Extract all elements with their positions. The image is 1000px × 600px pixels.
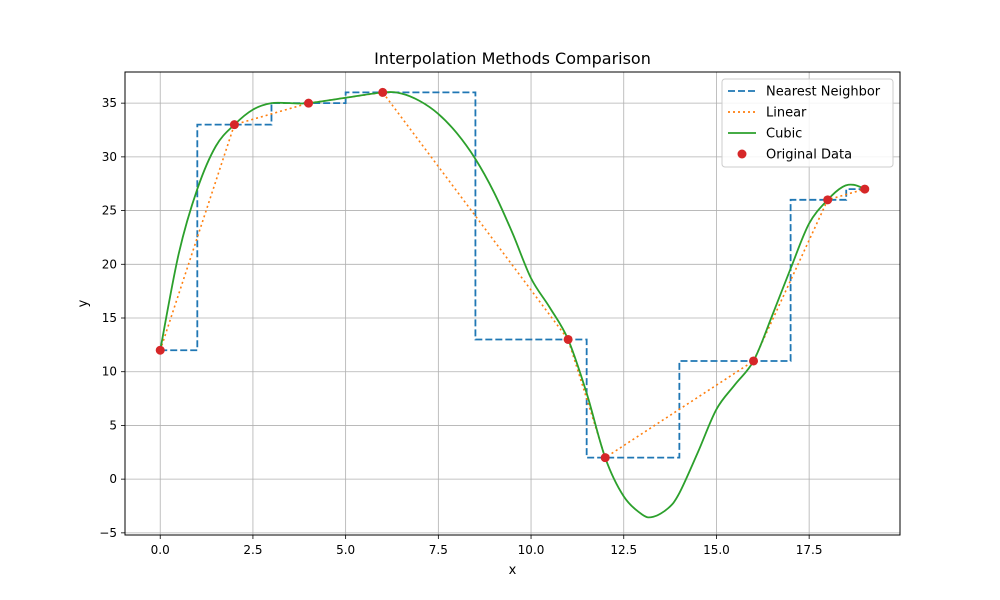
- y-tick-label: 0: [109, 472, 117, 486]
- x-tick-label: 15.0: [703, 543, 730, 557]
- series-line-cubic: [159, 91, 866, 519]
- y-axis-label: y: [76, 299, 91, 307]
- y-tick-label: 10: [102, 365, 117, 379]
- x-tick-label: 10.0: [518, 543, 545, 557]
- y-tick-label: 20: [102, 257, 117, 271]
- legend-label-original-data: Original Data: [766, 148, 852, 163]
- x-tick-label: 5.0: [336, 543, 355, 557]
- data-point-original-data: [823, 195, 833, 205]
- x-tick-label: 17.5: [796, 543, 823, 557]
- x-tick-label: 0.0: [151, 543, 170, 557]
- y-tick-label: 25: [102, 204, 117, 218]
- data-point-original-data: [749, 356, 759, 366]
- data-point-original-data: [304, 98, 314, 108]
- legend-label-nearest-neighbor: Nearest Neighbor: [766, 85, 881, 100]
- x-axis-label: x: [509, 563, 517, 578]
- y-tick-label: 15: [102, 311, 117, 325]
- legend-label-linear: Linear: [766, 106, 807, 121]
- data-point-original-data: [860, 184, 870, 194]
- data-point-original-data: [563, 334, 573, 344]
- x-tick-label: 7.5: [429, 543, 448, 557]
- x-tick-label: 12.5: [610, 543, 637, 557]
- chart-title: Interpolation Methods Comparison: [374, 49, 651, 68]
- x-tick-label: 2.5: [243, 543, 262, 557]
- data-point-original-data: [229, 120, 239, 130]
- series-layer: [155, 87, 870, 519]
- series-line-nearest-neighbor: [160, 91, 865, 459]
- data-point-original-data: [155, 345, 165, 355]
- data-point-original-data: [600, 453, 610, 463]
- plot-frame: [124, 71, 901, 536]
- y-tick-label: −5: [99, 526, 117, 540]
- data-point-original-data: [378, 87, 388, 97]
- y-tick-label: 5: [109, 418, 117, 432]
- legend-label-cubic: Cubic: [766, 127, 802, 142]
- legend-marker-original-data: [737, 149, 747, 159]
- ticks: 0.0 2.5 5.0 7.5 10.0 12.5 15.0 17.5 −5 0 5 10 15 20 25…: [99, 96, 822, 557]
- y-tick-label: 30: [102, 150, 117, 164]
- legend-box: [721, 78, 894, 168]
- legend: Nearest Neighbor Linear Cubic Original Data: [721, 78, 894, 168]
- y-tick-label: 35: [102, 96, 117, 110]
